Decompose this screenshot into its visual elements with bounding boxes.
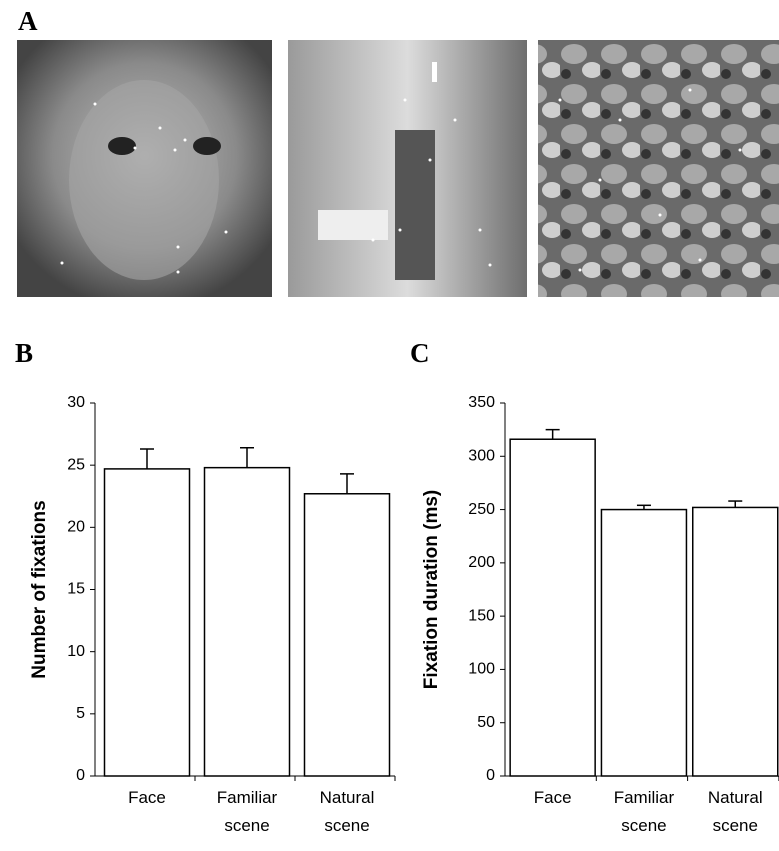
panel-label: A [18, 6, 38, 36]
y-axis-label: Fixation duration (ms) [421, 490, 442, 690]
y-tick-label: 5 [76, 705, 85, 722]
panel-label: C [410, 338, 430, 368]
panel-label: B [15, 338, 33, 368]
y-tick-label: 25 [67, 456, 85, 473]
y-tick-label: 0 [486, 767, 495, 784]
photo [288, 40, 527, 297]
x-tick-label: Familiar scene [613, 788, 675, 835]
x-tick-label: Natural scene [707, 788, 763, 835]
x-tick-label: Familiar scene [216, 788, 278, 835]
bar [203, 466, 291, 777]
y-tick-label: 250 [468, 501, 495, 518]
y-tick-label: 300 [468, 448, 495, 465]
photo [538, 40, 779, 297]
y-axis-label: Number of fixations [29, 500, 50, 678]
bar [509, 438, 596, 777]
y-tick-label: 350 [468, 394, 495, 411]
y-tick-label: 50 [477, 714, 495, 731]
y-tick-label: 30 [67, 394, 85, 411]
y-tick-label: 150 [468, 607, 495, 624]
x-tick-label: Face [533, 788, 572, 807]
photo [17, 40, 272, 297]
y-tick-label: 100 [468, 661, 495, 678]
bar [692, 506, 779, 777]
y-tick-label: 200 [468, 554, 495, 571]
bar [303, 493, 391, 777]
x-tick-label: Face [128, 788, 166, 807]
y-tick-label: 10 [67, 643, 85, 660]
bar [600, 508, 688, 777]
y-tick-label: 0 [76, 767, 85, 784]
bar [103, 468, 191, 777]
y-tick-label: 20 [67, 519, 85, 536]
x-tick-label: Natural scene [319, 788, 375, 835]
y-tick-label: 15 [67, 581, 85, 598]
